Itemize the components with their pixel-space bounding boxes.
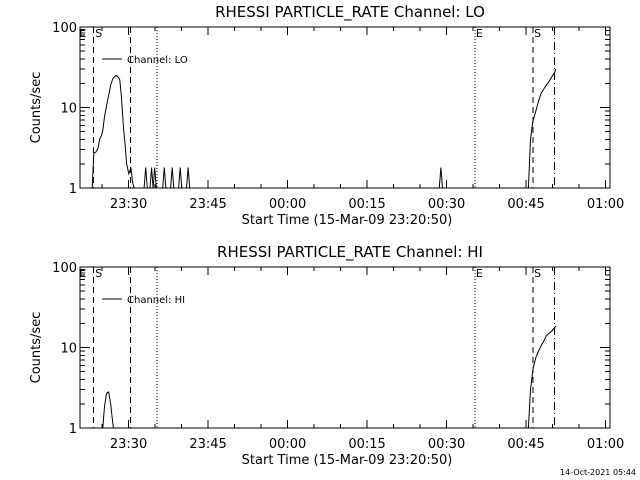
event-marker-label: E — [79, 27, 86, 40]
x-tick-label: 00:30 — [428, 197, 465, 212]
generation-timestamp: 14-Oct-2021 05:44 — [560, 468, 636, 477]
event-marker-label: E — [79, 267, 86, 280]
x-tick-label: 00:15 — [348, 197, 385, 212]
x-tick-label: 23:45 — [189, 197, 226, 212]
plot-frame — [79, 26, 611, 189]
data-series-line — [170, 167, 175, 189]
x-tick-label: 23:30 — [110, 437, 147, 452]
y-tick-label: 100 — [52, 21, 77, 36]
data-series-line — [178, 167, 183, 189]
x-tick-label: 00:00 — [269, 437, 306, 452]
x-tick-label: 00:30 — [428, 437, 465, 452]
x-tick-label: 00:45 — [507, 437, 544, 452]
data-series-line — [149, 167, 157, 189]
y-tick-label: 10 — [60, 342, 77, 357]
x-tick-label: 01:00 — [587, 197, 624, 212]
y-axis-label: Counts/sec — [29, 312, 44, 384]
y-tick-label: 10 — [60, 102, 77, 117]
data-series-line — [186, 167, 191, 189]
data-series-line — [102, 391, 114, 429]
y-tick-label: 1 — [69, 422, 77, 437]
data-series-line — [527, 325, 557, 429]
y-tick-label: 100 — [52, 261, 77, 276]
event-marker-label: S — [95, 267, 102, 280]
event-marker-label: E — [476, 27, 483, 40]
data-series-line — [527, 68, 557, 189]
x-axis-label: Start Time (15-Mar-09 23:20:50) — [242, 453, 453, 468]
event-marker-label: S — [534, 27, 541, 40]
x-tick-label: 00:15 — [348, 437, 385, 452]
x-axis-label: Start Time (15-Mar-09 23:20:50) — [242, 213, 453, 228]
legend-label: Channel: LO — [127, 55, 188, 66]
data-series-line — [143, 167, 148, 189]
data-series-line — [162, 167, 167, 189]
chart-title: RHESSI PARTICLE_RATE Channel: LO — [215, 3, 485, 22]
chart-title: RHESSI PARTICLE_RATE Channel: HI — [217, 243, 483, 262]
event-marker-label: S — [534, 267, 541, 280]
x-tick-label: 00:45 — [507, 197, 544, 212]
y-tick-label: 1 — [69, 182, 77, 197]
x-tick-label: 23:45 — [189, 437, 226, 452]
x-tick-label: 01:00 — [587, 437, 624, 452]
plot-frame — [79, 266, 611, 429]
data-series-line — [438, 167, 443, 189]
x-tick-label: 00:00 — [269, 197, 306, 212]
y-axis-label: Counts/sec — [29, 72, 44, 144]
legend-label: Channel: HI — [127, 295, 185, 306]
event-marker-label: S — [95, 27, 102, 40]
data-series-line — [91, 74, 135, 189]
x-tick-label: 23:30 — [110, 197, 147, 212]
event-marker-label: E — [476, 267, 483, 280]
